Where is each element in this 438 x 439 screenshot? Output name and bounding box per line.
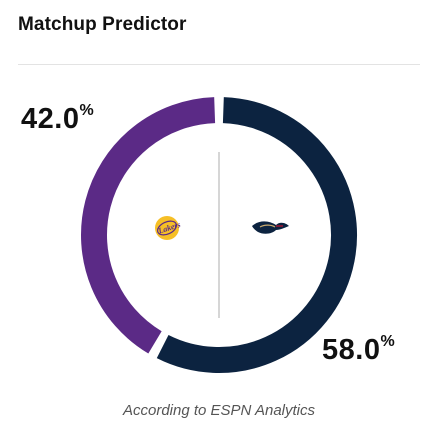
home-team-win-percentage: 42.0% <box>21 102 95 135</box>
pelicans-logo-icon <box>252 221 289 234</box>
away-team-win-percentage: 58.0% <box>322 333 396 366</box>
lakers-logo-icon: Lakers <box>155 216 182 240</box>
home-team-win-arc <box>81 97 216 354</box>
header-divider <box>18 64 420 65</box>
away-team-win-arc <box>156 97 357 373</box>
analytics-caption: According to ESPN Analytics <box>122 402 316 419</box>
percent-sign: % <box>79 102 95 119</box>
percent-sign: % <box>380 333 396 350</box>
home-team-win-percentage-value: 42.0 <box>21 103 80 135</box>
away-team-win-percentage-value: 58.0 <box>322 334 381 366</box>
widget-title: Matchup Predictor <box>18 14 187 35</box>
